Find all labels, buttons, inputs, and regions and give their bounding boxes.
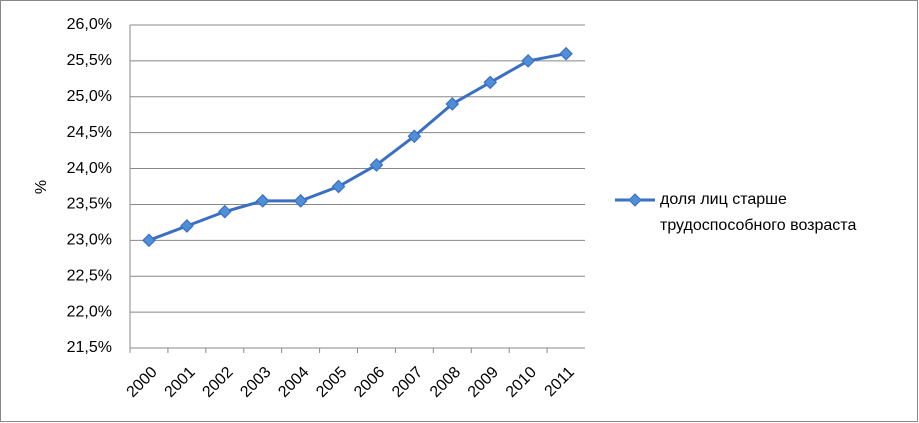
data-marker xyxy=(559,46,573,61)
legend-marker xyxy=(628,193,642,207)
data-marker xyxy=(369,158,384,172)
y-tick-label: 23,0% xyxy=(67,232,112,249)
y-tick-label: 21,5% xyxy=(67,339,112,356)
y-tick-label: 23,5% xyxy=(67,196,112,213)
y-tick-label: 22,0% xyxy=(67,303,112,320)
y-tick-label: 24,5% xyxy=(67,124,112,141)
data-marker xyxy=(293,194,308,208)
legend-label: доля лиц старше трудоспособного возраста xyxy=(660,191,857,234)
y-tick-label: 22,5% xyxy=(67,267,112,284)
data-marker xyxy=(521,54,535,68)
data-marker xyxy=(217,204,232,219)
data-marker xyxy=(445,97,460,111)
y-tick-label: 26,0% xyxy=(67,16,112,33)
data-marker xyxy=(255,194,270,208)
data-marker xyxy=(331,179,346,194)
data-marker xyxy=(142,233,156,248)
series-line xyxy=(148,52,567,242)
data-marker xyxy=(407,129,422,144)
data-marker xyxy=(180,219,194,233)
y-tick-label: 25,5% xyxy=(67,52,112,69)
data-marker xyxy=(483,75,498,90)
y-axis-label: % xyxy=(33,180,50,194)
y-tick-label: 25,0% xyxy=(67,88,112,105)
y-tick-label: 24,0% xyxy=(67,160,112,177)
